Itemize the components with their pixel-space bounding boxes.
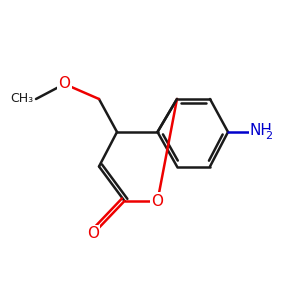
Text: O: O	[152, 194, 164, 208]
Text: NH: NH	[250, 123, 272, 138]
Text: 2: 2	[265, 130, 272, 141]
Text: O: O	[87, 226, 99, 242]
Text: O: O	[58, 76, 70, 92]
Text: CH₃: CH₃	[10, 92, 33, 106]
